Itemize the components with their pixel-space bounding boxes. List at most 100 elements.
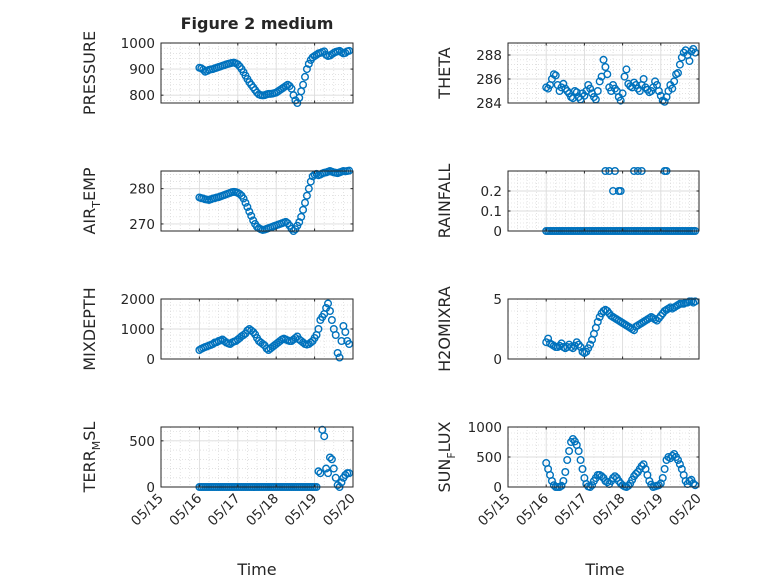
data-point <box>327 316 336 325</box>
y-tick-label: 286 <box>476 72 502 88</box>
data-point <box>341 328 350 337</box>
y-axis-label-main: AIR <box>80 208 99 235</box>
y-tick-label: 500 <box>129 434 155 450</box>
data-point <box>588 481 597 490</box>
axis-ticks <box>160 298 354 360</box>
data-point <box>631 469 640 478</box>
panel-rainfall: 0 0.1 0.2 RAINFALL <box>435 164 700 240</box>
data-point <box>673 68 682 77</box>
y-axis-label-main: SUN <box>435 459 454 493</box>
data-point <box>658 474 667 483</box>
data-point <box>337 337 346 346</box>
y-axis-label: AIRTEMP <box>80 167 103 234</box>
y-tick-label: 0 <box>493 480 502 496</box>
data-point <box>245 207 254 216</box>
data-point <box>609 186 618 195</box>
data-point <box>345 469 354 478</box>
y-tick-label: 0 <box>493 352 502 368</box>
data-point <box>314 325 323 334</box>
axes-box <box>507 42 700 104</box>
axes-box <box>160 170 354 232</box>
data-point <box>316 469 325 478</box>
data-point <box>580 91 589 100</box>
data-point <box>247 211 256 220</box>
y-axis-label-tail: EMP <box>80 167 99 201</box>
y-axis-label: MIXDEPTH <box>80 287 99 370</box>
data-point <box>345 46 354 55</box>
data-point <box>243 202 252 211</box>
data-point <box>302 191 311 200</box>
axes-box <box>507 298 700 360</box>
data-point <box>325 307 334 316</box>
data-point <box>691 48 700 57</box>
data-point <box>593 86 602 95</box>
data-point <box>668 84 677 93</box>
y-tick-label: 500 <box>476 450 502 466</box>
data-point <box>599 55 608 64</box>
data-point <box>601 63 610 72</box>
data-point <box>320 432 329 441</box>
y-axis-label: SUNFLUX <box>435 421 458 492</box>
data-point <box>324 299 333 308</box>
data-point <box>306 338 315 347</box>
axes-box <box>160 426 354 488</box>
axes-box <box>507 170 700 232</box>
y-tick-label: 1000 <box>121 36 155 52</box>
data-point <box>654 86 663 95</box>
data-point <box>578 465 587 474</box>
y-tick-label: 1000 <box>468 420 502 436</box>
data-point <box>314 467 323 476</box>
data-point <box>593 317 602 326</box>
data-point <box>341 471 350 480</box>
y-tick-label: 5 <box>493 292 502 308</box>
y-tick-label: 900 <box>129 62 155 78</box>
axis-ticks <box>507 298 700 360</box>
data-point <box>547 477 556 486</box>
panel-pressure: 800 900 1000 PRESSURE <box>80 31 354 115</box>
data-point <box>675 60 684 69</box>
y-tick-label: 288 <box>476 48 502 64</box>
data-point <box>301 72 310 81</box>
series-markers <box>195 46 354 107</box>
y-axis-label-subscript: T <box>90 201 103 209</box>
y-axis-label-subscript: F <box>445 452 458 458</box>
data-point <box>670 77 679 86</box>
data-point <box>675 460 684 469</box>
data-point <box>660 97 669 106</box>
y-tick-label: 0.2 <box>481 184 502 200</box>
y-axis-label-main: MIXDEPTH <box>80 287 99 370</box>
data-point <box>639 74 648 83</box>
data-point <box>616 96 625 105</box>
y-tick-label: 2000 <box>121 292 155 308</box>
data-point <box>616 186 625 195</box>
panel-h2omixra: 0 5 H2OMIXRA <box>435 286 700 372</box>
data-point <box>597 472 606 481</box>
data-point <box>302 65 311 74</box>
data-point <box>673 456 682 465</box>
panel-theta: 284 286 288 THETA <box>435 42 700 112</box>
data-point <box>559 79 568 88</box>
data-point <box>299 80 308 89</box>
data-point <box>574 447 583 456</box>
axis-ticks <box>160 42 354 103</box>
data-point <box>610 472 619 481</box>
data-point <box>297 212 306 221</box>
data-point <box>258 340 267 349</box>
data-point <box>345 340 354 349</box>
data-point <box>660 465 669 474</box>
minor-grid <box>161 427 353 488</box>
data-point <box>595 77 604 86</box>
x-axis-label-left: Time <box>236 560 276 579</box>
data-point <box>235 189 244 198</box>
data-point <box>691 481 700 490</box>
data-point <box>287 224 296 233</box>
data-point <box>565 447 574 456</box>
y-axis-label-tail: LUX <box>435 421 454 452</box>
y-tick-label: 800 <box>129 88 155 104</box>
data-point <box>337 478 346 487</box>
series-markers <box>542 297 700 358</box>
panel-air_temp: 270 280 AIRTEMP <box>80 166 354 235</box>
minor-grid <box>508 170 699 232</box>
data-point <box>322 464 331 473</box>
